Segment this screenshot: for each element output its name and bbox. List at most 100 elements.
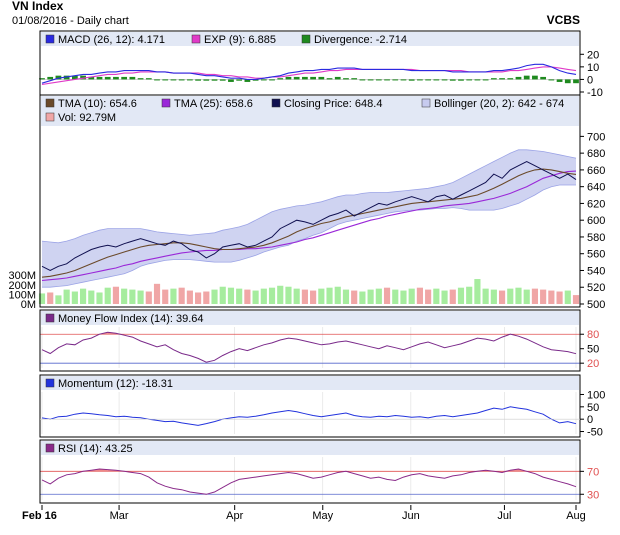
momentum-legend-bg [41,376,579,390]
macd-divergence-bar-44 [400,79,407,81]
rsi-legend-swatch-0 [45,443,55,453]
volume-bar-4 [71,291,78,304]
volume-bar-24 [236,288,243,304]
x-tick-label-5: Jul [497,510,511,522]
macd-divergence-bar-7 [96,76,103,80]
momentum-panel-border [39,374,581,438]
volume-bar-60 [531,288,539,304]
macd-divergence-bar-13 [145,78,152,80]
volume-bar-29 [277,285,284,304]
volume-bar-21 [211,289,218,304]
price-legend-bg [41,96,579,126]
macd-divergence-bar-10 [121,76,128,80]
volume-bar-13 [145,291,152,304]
momentum-ytick-label-3: -50 [587,427,603,439]
macd-divergence-bar-56 [499,78,505,80]
macd-divergence-bar-53 [474,79,481,81]
rsi-panel-border [39,439,581,504]
price-ytick-label-5: 600 [587,215,605,227]
macd-divergence-bar-8 [104,76,111,80]
macd-divergence-bar-64 [564,79,571,84]
volume-bar-52 [466,286,473,304]
volume-bar-12 [137,290,144,304]
mfi-legend-swatch-0 [45,313,55,323]
macd-divergence-bar-14 [154,79,160,81]
volume-bar-61 [540,289,547,304]
x-tick-label-4: Jun [402,510,420,522]
macd-divergence-bar-4 [71,75,78,80]
macd-divergence-bar-61 [540,76,547,80]
macd-divergence-bar-0 [39,78,45,80]
volume-bar-20 [203,291,210,304]
volume-bar-34 [318,288,325,304]
price-legend-swatch-4 [45,112,55,122]
macd-divergence-bar-5 [80,75,86,80]
volume-bar-40 [367,289,374,304]
momentum-legend-label-0: Momentum (12): -18.31 [58,378,173,390]
macd-divergence-bar-52 [466,79,473,81]
volume-bar-25 [244,289,251,304]
macd-divergence-bar-17 [178,79,185,81]
momentum-line [41,406,577,426]
volume-ytick-label-3: 0M [21,299,36,311]
macd-divergence-bar-48 [433,79,440,81]
macd-divergence-bar-31 [293,76,300,80]
volume-bar-44 [400,290,407,304]
macd-divergence-bar-55 [490,78,497,80]
macd-ytick-label-3: -10 [587,87,603,99]
macd-divergence-bar-16 [170,79,177,81]
macd-divergence-bar-41 [375,79,382,81]
macd-divergence-bar-20 [203,79,210,81]
volume-bar-5 [79,288,87,304]
rsi-ytick-label-0: 70 [587,466,599,478]
macd-divergence-bar-25 [244,79,251,82]
volume-bar-55 [490,289,497,304]
price-legend-label-0: TMA (10): 654.6 [58,98,137,110]
macd-divergence-bar-22 [219,79,226,81]
volume-bar-19 [195,292,202,304]
price-legend-label-2: Closing Price: 648.4 [284,98,382,110]
mfi-ytick-label-1: 50 [587,344,599,356]
volume-bar-32 [301,289,308,304]
volume-bar-35 [326,287,333,304]
price-legend-swatch-2 [271,98,281,108]
rsi-legend-label-0: RSI (14): 43.25 [58,443,133,455]
macd-divergence-bar-59 [523,75,530,80]
macd-divergence-bar-39 [359,79,366,81]
volume-ytick-label-2: 100M [8,289,36,301]
price-ytick-label-3: 640 [587,182,605,194]
macd-ytick-label-1: 10 [587,62,599,74]
macd-divergence-bar-54 [482,79,489,81]
macd-divergence-bar-3 [63,75,70,80]
macd-divergence-bar-29 [277,78,284,80]
mfi-legend-label-0: Money Flow Index (14): 39.64 [58,313,204,325]
macd-ytick-label-2: 0 [587,74,593,86]
rsi-line [41,468,577,495]
volume-bar-38 [351,290,358,304]
macd-divergence-bar-34 [318,76,325,80]
volume-bar-10 [121,288,128,304]
macd-divergence-bar-24 [236,79,243,81]
price-legend-swatch-3 [421,98,431,108]
rsi-ytick-label-1: 30 [587,489,599,501]
volume-bar-18 [186,290,193,304]
x-tick-label-1: Mar [110,510,129,522]
mfi-ytick-label-0: 80 [587,329,599,341]
x-tick-label-3: May [312,510,333,522]
volume-bar-36 [334,286,341,304]
volume-bar-3 [63,289,70,304]
macd-divergence-bar-23 [228,79,234,82]
volume-bar-54 [482,288,489,304]
macd-divergence-bar-35 [326,78,333,80]
macd-divergence-bar-36 [334,76,341,80]
momentum-ytick-label-2: 0 [587,414,593,426]
volume-ytick-label-0: 300M [8,270,36,282]
macd-divergence-bar-2 [55,75,62,80]
price-ytick-label-9: 520 [587,282,605,294]
tma10-line [41,168,577,278]
volume-bar-41 [375,288,382,304]
volume-bar-6 [88,290,95,304]
volume-bar-53 [474,279,481,304]
macd-divergence-bar-19 [195,79,201,81]
volume-bar-1 [47,292,54,304]
